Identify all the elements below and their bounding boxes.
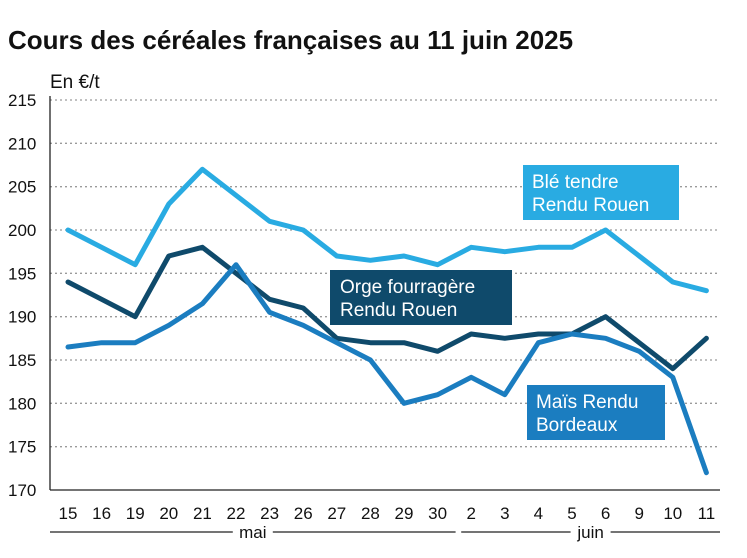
- month-label-juin: juin: [461, 523, 720, 542]
- series-label-text: Maïs Rendu: [536, 392, 638, 413]
- axes: [49, 96, 720, 491]
- y-tick-label: 195: [8, 264, 36, 283]
- y-tick-label: 205: [8, 178, 36, 197]
- series-line-1: [65, 166, 709, 294]
- series-label-box: [527, 385, 665, 440]
- x-tick-label: 5: [567, 504, 576, 523]
- x-tick-label: 6: [601, 504, 610, 523]
- y-tick-label: 180: [8, 394, 36, 413]
- series-label-text: Orge fourragère: [340, 277, 475, 298]
- x-tick-label: 27: [327, 504, 346, 523]
- series-line-3: [65, 262, 709, 476]
- series-label-text: Bordeaux: [536, 415, 618, 436]
- y-tick-label: 200: [8, 221, 36, 240]
- x-tick-label: 4: [534, 504, 543, 523]
- x-tick-label: 29: [395, 504, 414, 523]
- month-label-text: mai: [239, 523, 266, 542]
- y-tick-label: 175: [8, 438, 36, 457]
- x-tick-label: 20: [159, 504, 178, 523]
- x-tick-label: 9: [634, 504, 643, 523]
- x-tick-label: 19: [126, 504, 145, 523]
- y-tick-label: 215: [8, 91, 36, 110]
- series-label-text: Rendu Rouen: [532, 195, 649, 216]
- series-label-box: [330, 270, 512, 325]
- series-label-text: Rendu Rouen: [340, 300, 457, 321]
- x-tick-label: 16: [92, 504, 111, 523]
- x-tick-label: 30: [428, 504, 447, 523]
- series-label-box: [523, 165, 679, 220]
- x-tick-labels: 15 16 19 20 21 22 23 26 27 28 29 30 2 3 4 5 6 9 10 11: [59, 504, 716, 523]
- y-tick-labels: 170 175 180 185 190 195 200 205 210 215: [8, 91, 36, 500]
- x-tick-label: 23: [260, 504, 279, 523]
- y-tick-label: 210: [8, 134, 36, 153]
- y-unit-label: En €/t: [50, 72, 100, 93]
- y-tick-label: 190: [8, 308, 36, 327]
- y-tick-label: 170: [8, 481, 36, 500]
- x-tick-label: 22: [227, 504, 246, 523]
- x-tick-label: 2: [466, 504, 475, 523]
- month-label-text: juin: [576, 523, 603, 542]
- series-lines: [65, 166, 709, 476]
- series-line-2: [65, 244, 709, 372]
- x-tick-label: 10: [663, 504, 682, 523]
- x-tick-label: 11: [698, 504, 716, 523]
- x-tick-label: 3: [500, 504, 509, 523]
- x-tick-label: 26: [294, 504, 313, 523]
- x-tick-label: 15: [59, 504, 78, 523]
- x-tick-label: 28: [361, 504, 380, 523]
- month-labels: mai juin: [50, 523, 720, 542]
- y-tick-label: 185: [8, 351, 36, 370]
- series-label-text: Blé tendre: [532, 172, 619, 193]
- month-label-mai: mai: [50, 523, 456, 542]
- chart-title: Cours des céréales françaises au 11 juin…: [8, 25, 573, 55]
- x-tick-label: 21: [193, 504, 212, 523]
